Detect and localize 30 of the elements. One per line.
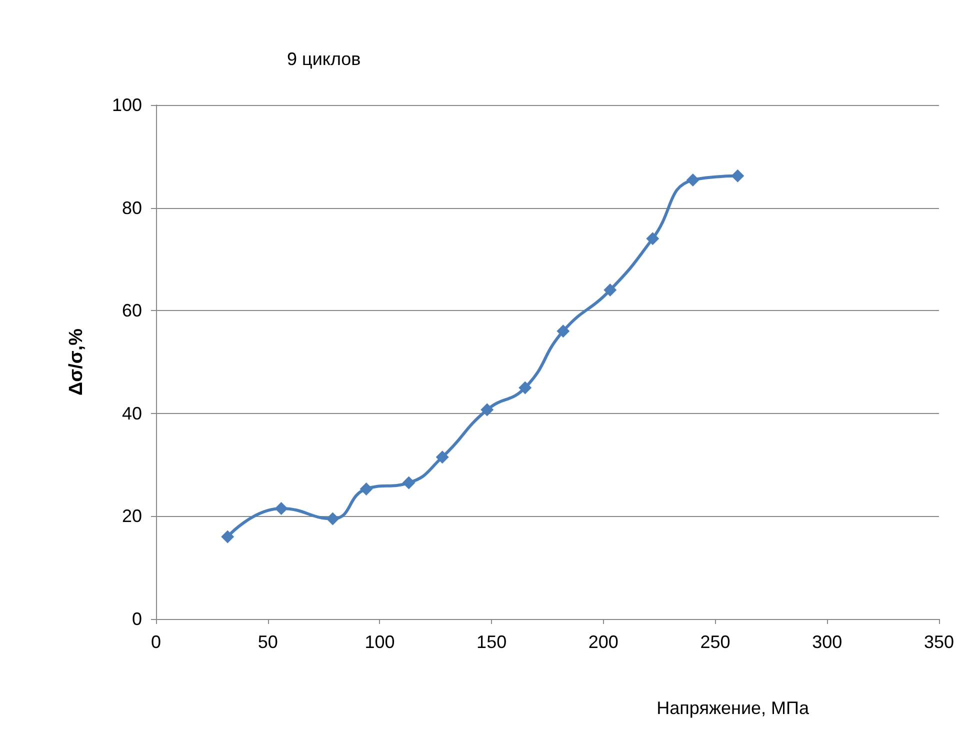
y-tick-label: 80 [122, 198, 142, 218]
x-tick-label: 100 [364, 632, 395, 652]
x-tick-label: 150 [476, 632, 507, 652]
point [556, 324, 570, 338]
point [221, 530, 234, 544]
y-tick-label: 20 [122, 506, 142, 526]
y-tick-label: 40 [122, 403, 142, 424]
x-tick-label: 300 [812, 632, 842, 652]
x-tick-label: 200 [588, 632, 618, 652]
y-tick-label: 60 [122, 300, 142, 321]
y-axis-title: Δσ/σ,% [66, 328, 87, 396]
x-tick-label: 350 [924, 632, 954, 652]
point [360, 482, 373, 496]
point [604, 284, 617, 297]
chart-title: 9 циклов [287, 49, 361, 69]
y-tick-label: 100 [112, 95, 142, 115]
point [402, 476, 416, 490]
x-tick-label: 0 [150, 632, 162, 652]
point [518, 381, 532, 394]
point [686, 174, 700, 187]
point [274, 502, 288, 515]
point [480, 403, 494, 416]
point [436, 450, 449, 464]
x-tick-label: 250 [700, 632, 730, 652]
y-tick-label: 0 [132, 609, 142, 629]
x-axis-title: Напряжение, МПа [656, 698, 810, 718]
point [646, 232, 660, 246]
point [326, 512, 340, 526]
x-tick-label: 50 [258, 632, 278, 652]
point [731, 169, 744, 182]
